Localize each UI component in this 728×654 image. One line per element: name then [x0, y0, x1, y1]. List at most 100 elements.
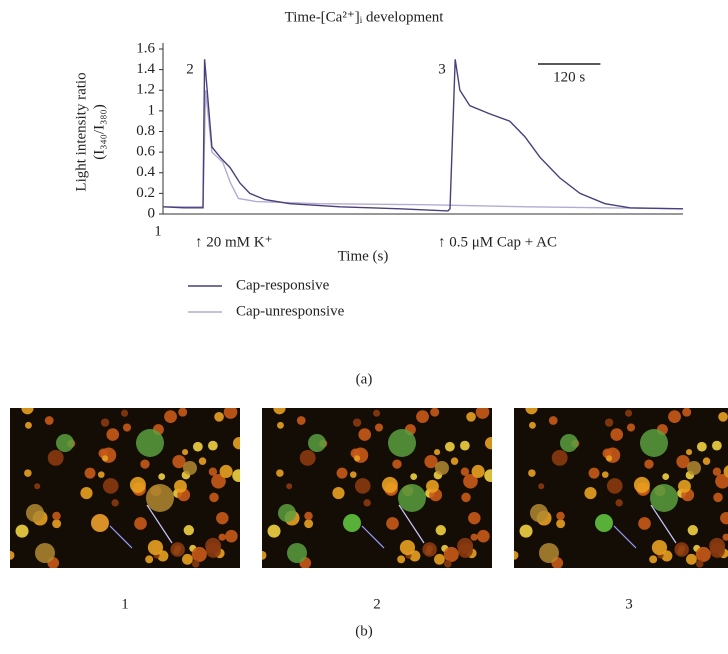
cell [548, 416, 558, 425]
cell [686, 553, 697, 565]
cell [287, 543, 307, 563]
arrow [109, 525, 133, 549]
annotation: ↑ 0.5 μM Cap + AC [438, 234, 557, 250]
cell [722, 533, 728, 541]
cell [514, 550, 519, 560]
y-tick-label: 1 [148, 102, 156, 118]
cell [674, 542, 689, 557]
cell [560, 434, 578, 452]
cell [668, 410, 681, 424]
y-tick-label: 0 [148, 205, 156, 221]
cell [80, 486, 93, 500]
cell [723, 465, 728, 478]
cell [358, 428, 372, 441]
y-tick-label: 0.4 [136, 164, 155, 180]
cell [435, 525, 446, 536]
cell [352, 418, 362, 427]
cell [122, 423, 132, 432]
cell [218, 533, 226, 541]
cell [214, 411, 224, 422]
image-caption: 1 [121, 596, 129, 612]
cell [468, 511, 481, 525]
cell [638, 517, 651, 530]
cell [299, 449, 316, 466]
cell [528, 469, 536, 477]
image-caption: 3 [625, 596, 633, 612]
scale-bar-label: 120 s [553, 69, 585, 85]
series-line [163, 90, 684, 210]
cell [410, 473, 418, 481]
legend-label: Cap-responsive [236, 277, 330, 293]
micrograph [262, 408, 492, 568]
cell [198, 457, 207, 465]
cell [682, 408, 692, 417]
cell [121, 409, 129, 417]
cell [336, 467, 348, 479]
cell [601, 471, 609, 478]
cell [461, 492, 471, 503]
cell [174, 479, 187, 493]
cell [100, 418, 110, 427]
cell [111, 499, 119, 507]
cell [178, 408, 188, 417]
cell [539, 543, 559, 563]
cell [644, 459, 654, 469]
cell [633, 476, 650, 493]
cell [209, 492, 219, 503]
cell [192, 441, 203, 452]
cell [225, 529, 238, 543]
cell [146, 484, 174, 512]
annotation: 2 [186, 61, 194, 77]
cell [363, 499, 371, 507]
cell [373, 409, 381, 417]
cell [223, 408, 238, 419]
cell [615, 499, 623, 507]
cell [715, 473, 728, 489]
cell [208, 440, 218, 451]
cell [140, 459, 150, 469]
cell [191, 546, 207, 563]
cell [170, 542, 185, 557]
cell [388, 429, 416, 457]
cell [21, 408, 34, 415]
cell [695, 546, 711, 563]
cell [471, 464, 485, 479]
cell [91, 514, 109, 532]
cell [475, 408, 490, 419]
cell [595, 514, 613, 532]
series-line [162, 59, 684, 212]
cell [267, 524, 281, 538]
cell [450, 457, 459, 465]
cell [529, 421, 536, 429]
cell [713, 492, 723, 503]
cell [232, 469, 240, 482]
cell [551, 449, 568, 466]
cell [24, 469, 32, 477]
y-tick-label: 0.8 [136, 123, 155, 139]
cell [712, 440, 722, 451]
cell [97, 471, 105, 478]
cell [44, 416, 54, 425]
cell [720, 511, 728, 525]
cell [466, 411, 476, 422]
cell [304, 511, 313, 521]
cell [712, 467, 722, 476]
cell [273, 408, 286, 415]
cell [426, 479, 439, 493]
cell [308, 434, 326, 452]
cell [709, 537, 726, 554]
cell [678, 479, 691, 493]
cell [145, 555, 154, 564]
cell [216, 511, 229, 525]
cell [15, 524, 29, 538]
cell [129, 476, 146, 493]
cell [354, 455, 361, 462]
cell [182, 553, 193, 565]
cell [208, 467, 218, 476]
cell [606, 455, 613, 462]
cell [278, 504, 296, 522]
cell [349, 471, 357, 478]
arrow [398, 504, 425, 544]
arrow [613, 525, 637, 549]
